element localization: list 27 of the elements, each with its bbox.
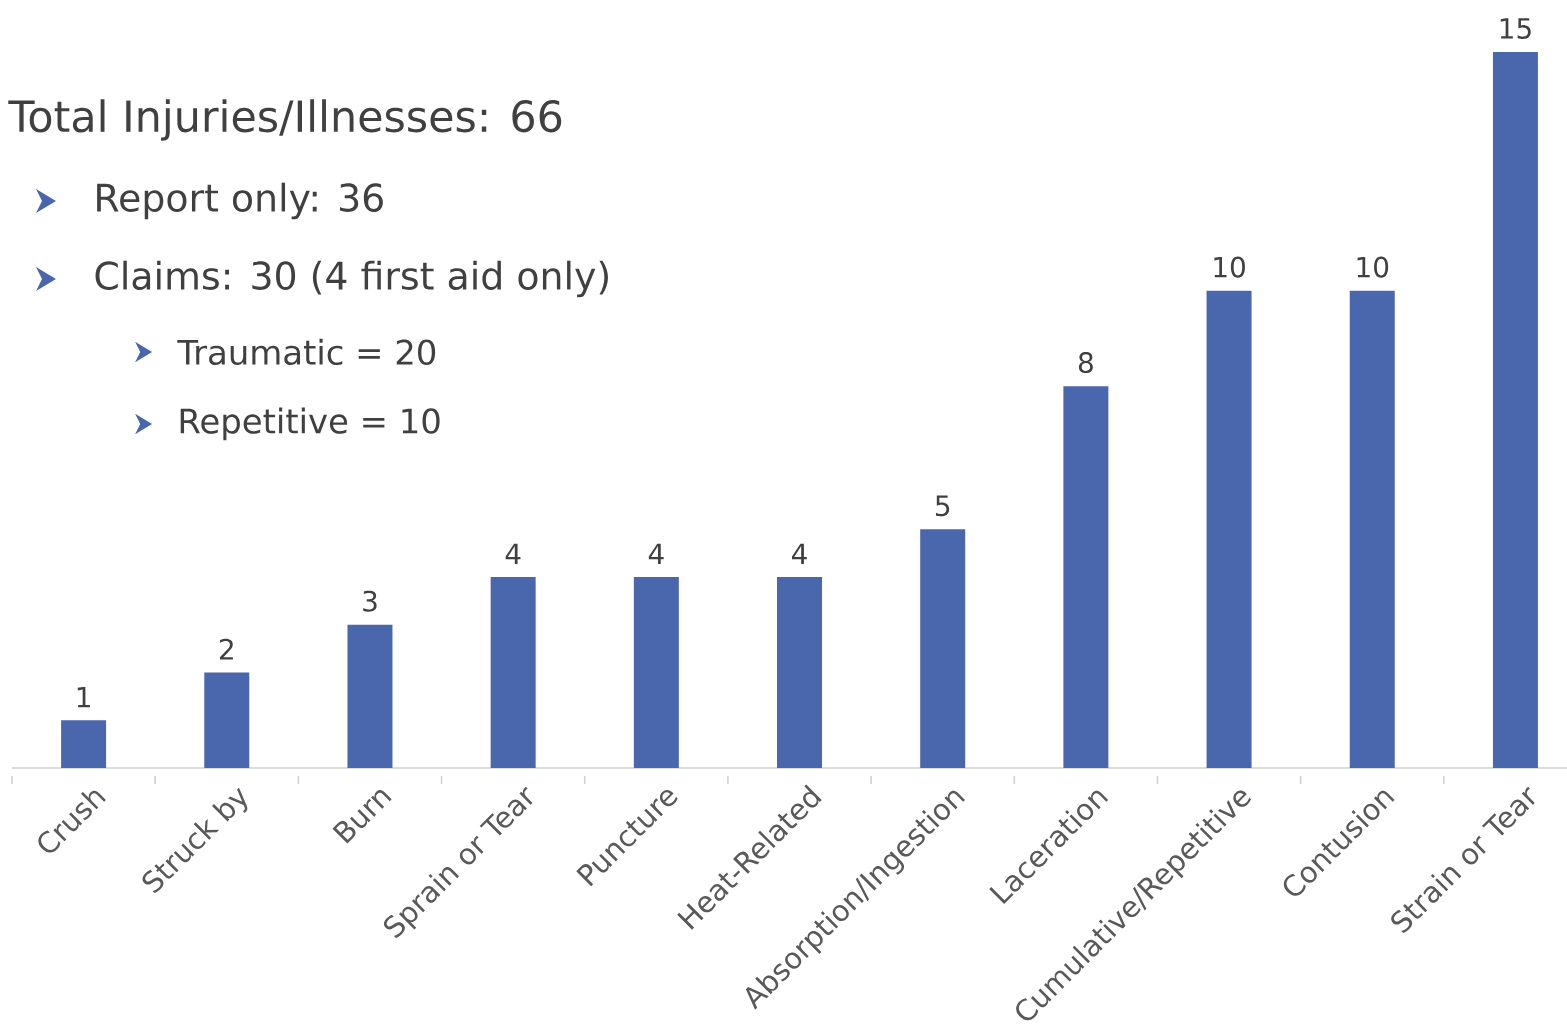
data-label: 4 <box>505 543 521 565</box>
annotation: Report only: 36 <box>97 182 383 220</box>
bar <box>633 577 679 768</box>
data-label: 10 <box>1214 256 1245 278</box>
bar <box>1349 290 1395 768</box>
annotation: Traumatic = 20 <box>177 338 436 366</box>
data-label: 8 <box>1078 351 1093 374</box>
bar <box>1492 51 1538 768</box>
bar <box>347 624 393 768</box>
data-label: 5 <box>935 495 950 517</box>
text: Total Injuries/Illnesses: 66 <box>8 99 562 141</box>
bar <box>61 720 107 768</box>
bar <box>1206 290 1252 768</box>
data-label: 1 <box>77 686 90 708</box>
bar <box>1063 386 1109 768</box>
data-label: 15 <box>1500 18 1531 39</box>
data-label: 2 <box>219 638 233 660</box>
annotation: Repetitive = 10 <box>180 407 440 441</box>
bar <box>490 577 536 768</box>
bar <box>204 672 250 768</box>
data-label: 10 <box>1357 256 1389 278</box>
bar <box>920 529 966 768</box>
bar <box>777 577 823 768</box>
data-label: 3 <box>363 590 377 612</box>
annotation: Claims: 30 (4 first aid only) <box>95 260 608 298</box>
data-label: 4 <box>792 543 807 565</box>
data-label: 4 <box>648 543 664 565</box>
